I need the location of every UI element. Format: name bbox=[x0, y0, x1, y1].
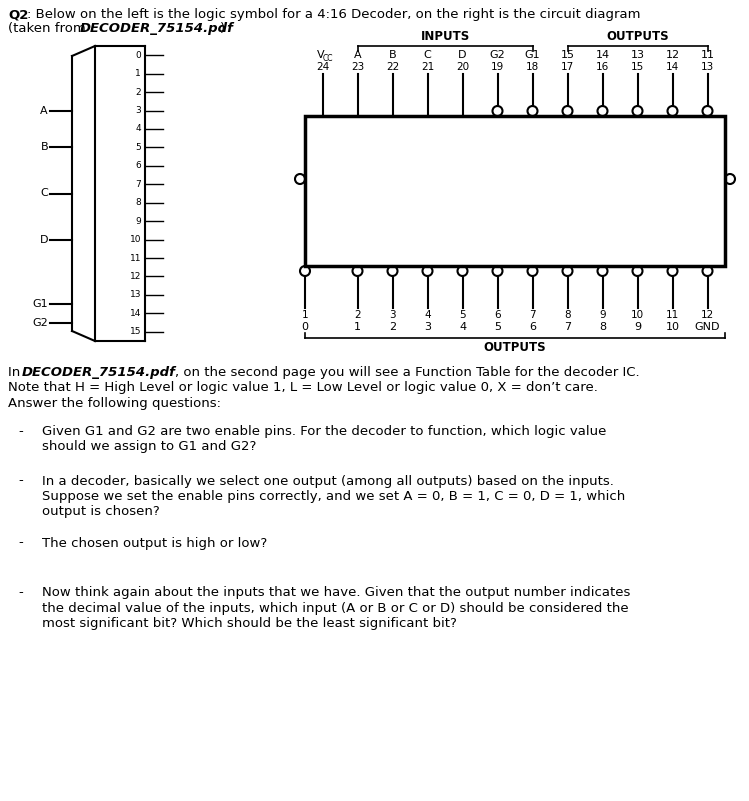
Text: OUTPUTS: OUTPUTS bbox=[484, 341, 546, 354]
Text: GND: GND bbox=[695, 322, 721, 332]
Text: 7: 7 bbox=[530, 310, 536, 320]
Text: 19: 19 bbox=[491, 62, 504, 72]
Text: G2: G2 bbox=[490, 50, 506, 60]
Text: B: B bbox=[40, 143, 48, 152]
Text: 7: 7 bbox=[136, 179, 141, 189]
Text: The chosen output is high or low?: The chosen output is high or low? bbox=[42, 537, 267, 549]
Text: 12: 12 bbox=[701, 310, 714, 320]
Text: 5: 5 bbox=[459, 310, 466, 320]
Text: 17: 17 bbox=[561, 62, 574, 72]
Text: 11: 11 bbox=[130, 254, 141, 263]
Text: 3: 3 bbox=[389, 310, 395, 320]
Text: ): ) bbox=[220, 22, 225, 35]
Text: 1: 1 bbox=[136, 69, 141, 78]
Text: Given G1 and G2 are two enable pins. For the decoder to function, which logic va: Given G1 and G2 are two enable pins. For… bbox=[42, 425, 607, 438]
Text: A: A bbox=[354, 50, 361, 60]
Text: 0: 0 bbox=[136, 50, 141, 60]
Text: 12: 12 bbox=[665, 50, 679, 60]
Text: 13: 13 bbox=[130, 291, 141, 300]
Text: CC: CC bbox=[322, 54, 333, 63]
Text: 11: 11 bbox=[666, 310, 679, 320]
Text: the decimal value of the inputs, which input (A or B or C or D) should be consid: the decimal value of the inputs, which i… bbox=[42, 602, 628, 614]
Text: OUTPUTS: OUTPUTS bbox=[606, 30, 669, 43]
Text: 10: 10 bbox=[130, 235, 141, 244]
Text: A: A bbox=[40, 106, 48, 115]
Text: G2: G2 bbox=[32, 317, 48, 328]
Text: 3: 3 bbox=[424, 322, 431, 332]
Text: 3: 3 bbox=[136, 106, 141, 115]
Text: most significant bit? Which should be the least significant bit?: most significant bit? Which should be th… bbox=[42, 617, 457, 630]
Text: should we assign to G1 and G2?: should we assign to G1 and G2? bbox=[42, 441, 256, 453]
Text: 6: 6 bbox=[529, 322, 536, 332]
Text: 10: 10 bbox=[666, 322, 679, 332]
Text: B: B bbox=[389, 50, 396, 60]
Text: 24: 24 bbox=[316, 62, 329, 72]
Text: 4: 4 bbox=[136, 124, 141, 134]
Text: 16: 16 bbox=[596, 62, 609, 72]
Text: 8: 8 bbox=[564, 310, 571, 320]
Text: 4: 4 bbox=[459, 322, 466, 332]
Text: 6: 6 bbox=[494, 310, 501, 320]
Text: In: In bbox=[8, 366, 25, 379]
Text: 2: 2 bbox=[389, 322, 396, 332]
Text: G1: G1 bbox=[32, 299, 48, 309]
Text: 13: 13 bbox=[701, 62, 714, 72]
Text: 2: 2 bbox=[136, 87, 141, 97]
Text: D: D bbox=[458, 50, 467, 60]
Text: 22: 22 bbox=[386, 62, 399, 72]
Text: D: D bbox=[40, 235, 48, 244]
Text: 14: 14 bbox=[666, 62, 679, 72]
Text: C: C bbox=[40, 188, 48, 199]
Text: DECODER_75154.pdf: DECODER_75154.pdf bbox=[22, 366, 176, 379]
Text: 8: 8 bbox=[136, 198, 141, 207]
Text: 5: 5 bbox=[136, 143, 141, 152]
Text: C: C bbox=[424, 50, 431, 60]
Text: 7: 7 bbox=[564, 322, 571, 332]
Text: 10: 10 bbox=[631, 310, 644, 320]
Text: 21: 21 bbox=[421, 62, 434, 72]
Text: Q2: Q2 bbox=[8, 8, 28, 21]
Text: 15: 15 bbox=[560, 50, 574, 60]
Text: 15: 15 bbox=[130, 328, 141, 336]
Text: G1: G1 bbox=[525, 50, 540, 60]
Text: -: - bbox=[18, 586, 22, 599]
Text: In a decoder, basically we select one output (among all outputs) based on the in: In a decoder, basically we select one ou… bbox=[42, 474, 614, 488]
Text: 1: 1 bbox=[354, 322, 361, 332]
Text: DECODER_75154.pdf: DECODER_75154.pdf bbox=[80, 22, 234, 35]
Text: 14: 14 bbox=[595, 50, 610, 60]
Text: 12: 12 bbox=[130, 272, 141, 281]
Text: 20: 20 bbox=[456, 62, 469, 72]
Text: -: - bbox=[18, 425, 22, 438]
Text: 4: 4 bbox=[424, 310, 431, 320]
Text: 9: 9 bbox=[136, 216, 141, 226]
Text: 0: 0 bbox=[302, 322, 309, 332]
Text: Suppose we set the enable pins correctly, and we set A = 0, B = 1, C = 0, D = 1,: Suppose we set the enable pins correctly… bbox=[42, 490, 625, 503]
Text: 15: 15 bbox=[631, 62, 644, 72]
Text: 11: 11 bbox=[700, 50, 715, 60]
Text: 9: 9 bbox=[634, 322, 641, 332]
Text: Answer the following questions:: Answer the following questions: bbox=[8, 397, 221, 410]
Text: 13: 13 bbox=[631, 50, 644, 60]
Text: 1: 1 bbox=[302, 310, 309, 320]
Text: Now think again about the inputs that we have. Given that the output number indi: Now think again about the inputs that we… bbox=[42, 586, 631, 599]
Text: 9: 9 bbox=[599, 310, 606, 320]
Text: 5: 5 bbox=[494, 322, 501, 332]
Text: 18: 18 bbox=[526, 62, 539, 72]
Text: -: - bbox=[18, 537, 22, 549]
Text: (taken from: (taken from bbox=[8, 22, 90, 35]
Text: V: V bbox=[317, 50, 324, 60]
Bar bbox=[305, 116, 725, 266]
Text: 23: 23 bbox=[351, 62, 364, 72]
Text: -: - bbox=[18, 474, 22, 488]
Text: 2: 2 bbox=[354, 310, 361, 320]
Text: , on the second page you will see a Function Table for the decoder IC.: , on the second page you will see a Func… bbox=[175, 366, 640, 379]
Text: Note that H = High Level or logic value 1, L = Low Level or logic value 0, X = d: Note that H = High Level or logic value … bbox=[8, 381, 598, 395]
Text: 14: 14 bbox=[130, 309, 141, 318]
Text: INPUTS: INPUTS bbox=[420, 30, 470, 43]
Text: : Below on the left is the logic symbol for a 4:16 Decoder, on the right is the : : Below on the left is the logic symbol … bbox=[27, 8, 640, 21]
Text: output is chosen?: output is chosen? bbox=[42, 505, 160, 518]
Text: 6: 6 bbox=[136, 161, 141, 171]
Text: 8: 8 bbox=[599, 322, 606, 332]
